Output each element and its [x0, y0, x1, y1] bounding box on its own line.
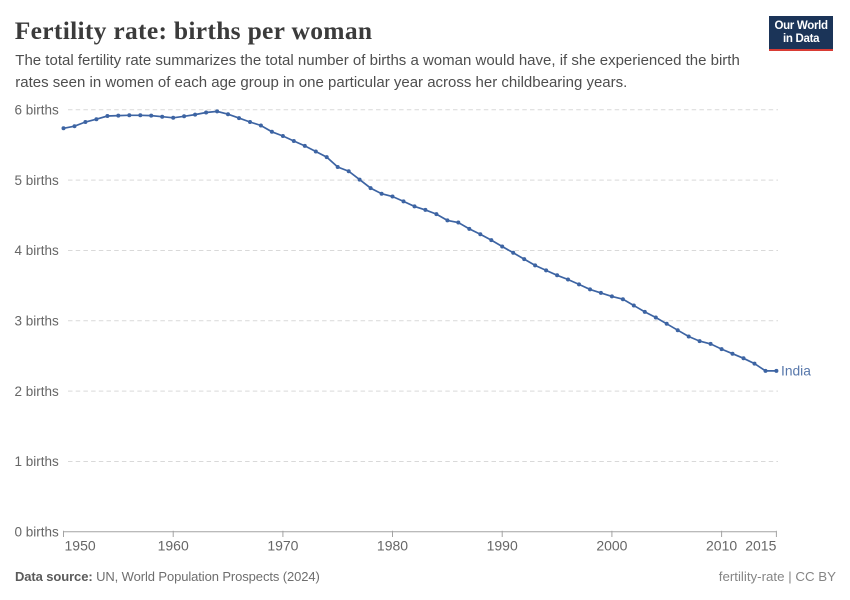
svg-text:2010: 2010: [706, 538, 737, 554]
svg-text:6 births: 6 births: [15, 103, 60, 118]
svg-text:2 births: 2 births: [15, 384, 60, 399]
svg-text:2015: 2015: [745, 538, 776, 554]
svg-text:India: India: [781, 363, 811, 378]
svg-text:1960: 1960: [158, 538, 189, 554]
svg-text:1990: 1990: [487, 538, 518, 554]
svg-text:5 births: 5 births: [15, 173, 60, 188]
svg-text:1950: 1950: [65, 538, 96, 554]
svg-text:4 births: 4 births: [15, 243, 60, 258]
svg-text:1 births: 1 births: [15, 454, 60, 469]
svg-text:1980: 1980: [377, 538, 408, 554]
svg-text:0 births: 0 births: [15, 525, 60, 540]
svg-text:1970: 1970: [267, 538, 298, 554]
svg-text:2000: 2000: [596, 538, 627, 554]
svg-text:3 births: 3 births: [15, 314, 60, 329]
